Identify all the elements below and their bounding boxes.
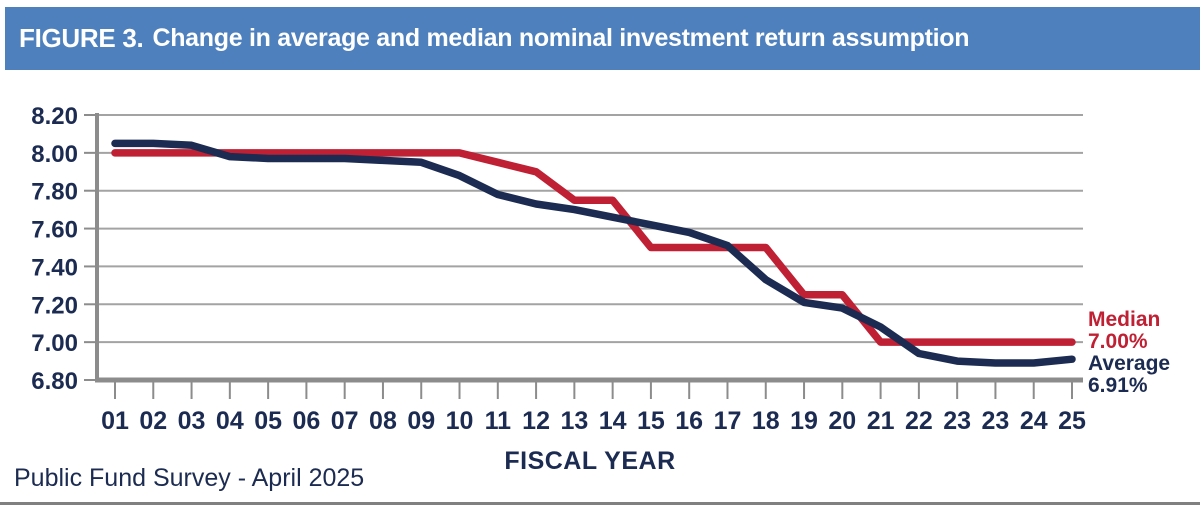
x-axis-tick-label: 23 xyxy=(943,407,971,435)
x-axis-tick-label: 05 xyxy=(254,407,282,435)
x-axis-tick-label: 11 xyxy=(485,407,512,435)
x-axis-title: FISCAL YEAR xyxy=(504,447,676,475)
x-axis-tick-label: 10 xyxy=(446,407,474,435)
legend-average: Average 6.91% xyxy=(1088,353,1170,397)
x-axis-tick-label: 15 xyxy=(637,407,665,435)
x-axis-tick-label: 06 xyxy=(292,407,320,435)
x-axis-tick-label: 18 xyxy=(752,407,780,435)
y-axis-tick-label: 6.80 xyxy=(31,368,78,395)
y-axis-tick-label: 7.20 xyxy=(31,292,78,319)
x-axis-tick-label: 03 xyxy=(178,407,206,435)
figure-title: Change in average and median nominal inv… xyxy=(152,24,970,52)
x-axis-tick-label: 21 xyxy=(867,407,895,435)
x-axis-tick-label: 13 xyxy=(560,407,588,435)
y-axis-tick-label: 7.40 xyxy=(31,254,78,281)
figure-number-label: FIGURE 3. xyxy=(19,23,144,53)
figure-title-bar: FIGURE 3. Change in average and median n… xyxy=(5,7,1200,70)
x-axis-tick-label: 01 xyxy=(101,407,129,435)
source-note: Public Fund Survey - April 2025 xyxy=(14,464,365,492)
bottom-rule xyxy=(0,502,1200,505)
x-axis-tick-label: 20 xyxy=(828,407,856,435)
x-axis-tick-label: 24 xyxy=(1020,407,1048,435)
y-axis-tick-label: 7.80 xyxy=(31,179,78,206)
x-axis-tick-label: 23 xyxy=(982,407,1010,435)
x-axis-tick-label: 02 xyxy=(139,407,167,435)
x-axis-tick-label: 16 xyxy=(675,407,703,435)
x-axis-tick-label: 17 xyxy=(714,407,742,435)
y-axis-tick-label: 8.20 xyxy=(31,103,78,130)
legend-median-label: Median xyxy=(1088,308,1161,331)
x-axis-tick-label: 04 xyxy=(216,407,244,435)
legend-average-label: Average xyxy=(1088,352,1171,375)
y-axis-tick-label: 7.00 xyxy=(31,330,78,357)
legend-median-value: 7.00% xyxy=(1088,330,1148,353)
x-axis-tick-label: 09 xyxy=(407,407,435,435)
legend-median: Median 7.00% xyxy=(1088,309,1160,353)
x-axis-tick-label: 08 xyxy=(369,407,397,435)
legend-average-value: 6.91% xyxy=(1088,374,1148,397)
y-axis-tick-label: 8.00 xyxy=(31,141,78,168)
x-axis-tick-label: 12 xyxy=(522,407,550,435)
y-axis-tick-label: 7.60 xyxy=(31,217,78,244)
x-axis-tick-label: 19 xyxy=(790,407,818,435)
x-axis-tick-label: 25 xyxy=(1058,407,1086,435)
x-axis-tick-label: 14 xyxy=(599,407,627,435)
x-axis-tick-label: 07 xyxy=(331,407,359,435)
median-line xyxy=(111,149,1076,346)
average-line xyxy=(111,139,1076,367)
x-axis-tick-label: 22 xyxy=(905,407,933,435)
